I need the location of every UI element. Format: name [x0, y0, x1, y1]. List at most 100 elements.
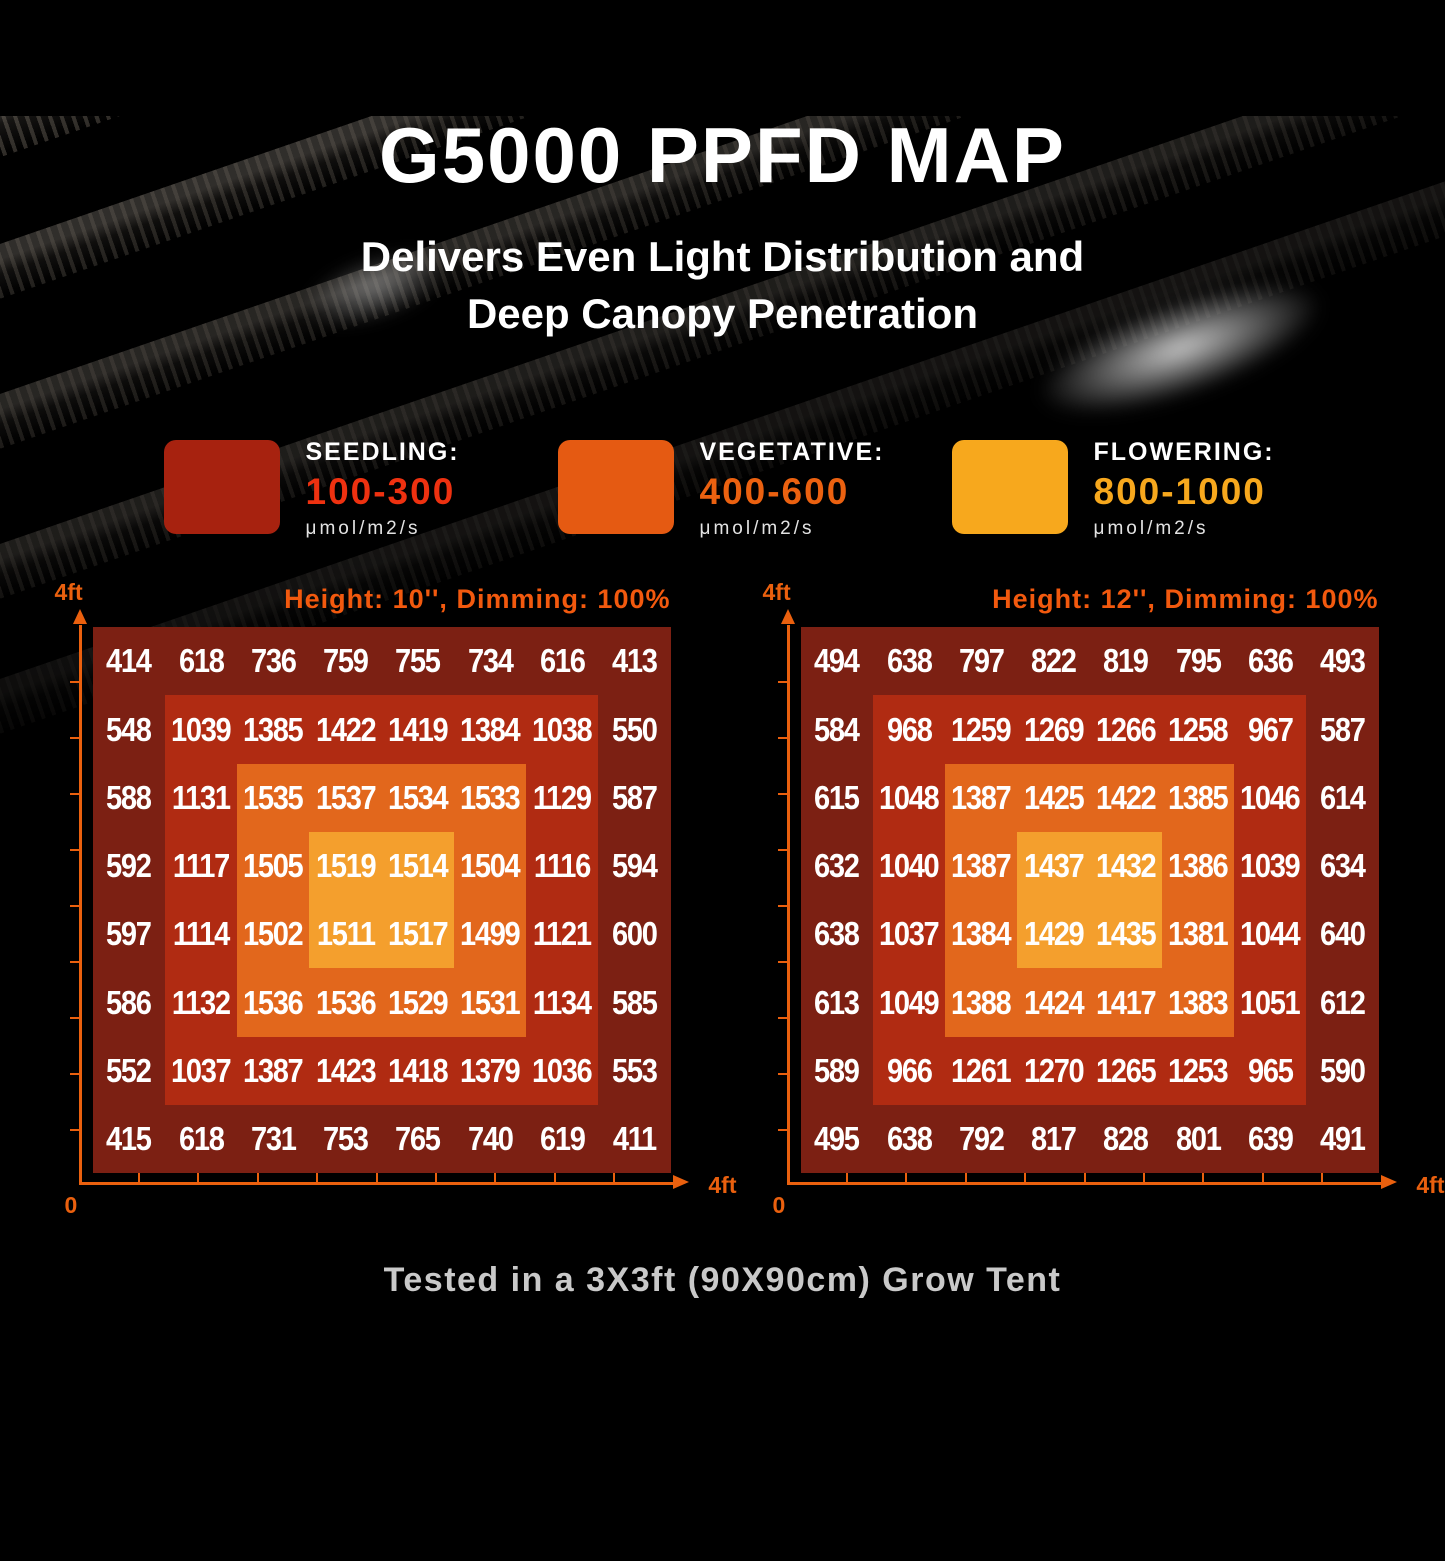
ppfd-cell: 731 [250, 1120, 297, 1158]
ppfd-cell: 1536 [243, 983, 304, 1021]
axis-tick [1321, 1173, 1324, 1183]
axis-tick [69, 1073, 79, 1076]
ppfd-cell: 1046 [1240, 778, 1301, 816]
ppfd-cell: 822 [1031, 642, 1077, 680]
ppfd-cell: 1437 [1023, 847, 1085, 885]
ppfd-cell: 1529 [387, 983, 449, 1021]
axis-tick [845, 1173, 848, 1183]
ppfd-cell: 587 [612, 778, 658, 816]
ppfd-cell: 1037 [171, 1051, 232, 1089]
ppfd-cell: 585 [612, 983, 658, 1021]
ppfd-cell: 414 [106, 642, 152, 680]
subtitle-line-1: Delivers Even Light Distribution and [360, 233, 1085, 280]
legend-text-block: VEGETATIVE: 400-600 μmol/m2/s [699, 440, 885, 540]
ppfd-cell: 1384 [460, 710, 521, 748]
ppfd-cell: 619 [539, 1120, 586, 1158]
ppfd-chart: Height: 10'', Dimming: 100% 414 618 736 759… [55, 581, 737, 1217]
ppfd-cell: 1385 [243, 710, 304, 748]
axis-tick [613, 1173, 616, 1183]
ppfd-cell: 1037 [879, 915, 940, 953]
x-axis-end-label: 4ft [708, 1172, 737, 1199]
ppfd-cell: 1385 [1168, 778, 1229, 816]
axis-tick [69, 1017, 79, 1020]
ppfd-cell: 587 [1320, 710, 1366, 748]
y-axis [777, 609, 795, 1186]
ppfd-cell: 1266 [1095, 710, 1157, 748]
ppfd-cell: 1425 [1023, 778, 1085, 816]
ppfd-cell: 1504 [460, 847, 521, 885]
ppfd-cell: 1387 [951, 778, 1012, 816]
ppfd-cell: 494 [814, 642, 860, 680]
x-axis-arrow-icon [672, 1175, 689, 1190]
ppfd-cell: 634 [1320, 847, 1366, 885]
legend-item-seedling: SEEDLING: 100-300 μmol/m2/s [163, 440, 494, 539]
x-axis-end-label: 4ft [1416, 1172, 1445, 1199]
axis-tick [905, 1173, 908, 1183]
legend-range: 800-1000 [1093, 471, 1266, 513]
ppfd-cell: 817 [1031, 1120, 1077, 1158]
axis-tick [69, 1129, 79, 1132]
x-axis-start-label: 0 [64, 1192, 78, 1219]
ppfd-charts-row: Height: 10'', Dimming: 100% 414 618 736 759… [0, 581, 1445, 1217]
ppfd-cell: 759 [323, 642, 369, 680]
ppfd-cell: 1381 [1168, 915, 1229, 953]
ppfd-cell: 588 [106, 778, 152, 816]
legend-swatch [163, 440, 280, 535]
ppfd-cell: 1435 [1095, 915, 1157, 953]
subtitle-line-2: Deep Canopy Penetration [466, 290, 979, 338]
ppfd-cell: 1502 [243, 915, 304, 953]
axis-tick [494, 1173, 497, 1183]
ppfd-cell: 753 [323, 1120, 369, 1158]
axis-tick [777, 1129, 787, 1132]
zone-center [1017, 831, 1162, 969]
ppfd-cell: 1134 [533, 983, 592, 1021]
ppfd-cell: 1258 [1168, 710, 1229, 748]
ppfd-cell: 550 [612, 710, 658, 748]
ppfd-cell: 618 [178, 1120, 225, 1158]
ppfd-cell: 415 [106, 1120, 152, 1158]
axis-tick [197, 1173, 200, 1183]
ppfd-cell: 1537 [315, 778, 377, 816]
ppfd-cell: 1131 [172, 778, 231, 816]
ppfd-cell: 1424 [1023, 983, 1085, 1021]
ppfd-cell: 495 [814, 1120, 860, 1158]
axis-tick [777, 905, 787, 908]
y-axis [69, 609, 87, 1186]
axis-tick [964, 1173, 967, 1183]
ppfd-cell: 1499 [460, 915, 521, 953]
axis-tick [1142, 1173, 1145, 1183]
ppfd-cell: 1517 [387, 915, 449, 953]
legend-unit: μmol/m2/s [699, 518, 815, 540]
ppfd-cell: 740 [467, 1120, 514, 1158]
ppfd-cell: 614 [1320, 778, 1366, 816]
ppfd-cell: 1116 [534, 847, 591, 885]
ppfd-cell: 618 [178, 642, 225, 680]
legend-text-block: SEEDLING: 100-300 μmol/m2/s [306, 440, 460, 539]
zone-center [309, 831, 454, 969]
ppfd-cell: 638 [814, 915, 860, 953]
axis-tick [777, 1017, 787, 1020]
ppfd-cell: 736 [250, 642, 297, 680]
ppfd-grid: 494 638 797 822 819 795 636 493 584 968 1259 1269 12… [801, 627, 1379, 1173]
y-axis-arrow-icon [780, 609, 795, 625]
legend-item-vegetative: VEGETATIVE: 400-600 μmol/m2/s [557, 440, 888, 540]
ppfd-cell: 1259 [951, 710, 1012, 748]
axis-tick [316, 1173, 319, 1183]
ppfd-cell: 640 [1320, 915, 1366, 953]
ppfd-cell: 1417 [1095, 983, 1157, 1021]
ppfd-cell: 600 [612, 915, 658, 953]
ppfd-cell: 1039 [1240, 847, 1301, 885]
ppfd-cell: 615 [814, 778, 860, 816]
y-axis-end-label: 4ft [54, 579, 83, 606]
ppfd-cell: 1270 [1023, 1051, 1085, 1089]
ppfd-cell: 1536 [315, 983, 377, 1021]
ppfd-cell: 967 [1247, 710, 1294, 748]
ppfd-cell: 1514 [387, 847, 449, 885]
ppfd-cell: 965 [1247, 1051, 1294, 1089]
ppfd-cell: 1044 [1240, 915, 1301, 953]
ppfd-cell: 1505 [243, 847, 304, 885]
axis-tick [1024, 1173, 1027, 1183]
ppfd-cell: 1388 [951, 983, 1012, 1021]
axis-tick [777, 961, 787, 964]
ppfd-cell: 548 [106, 710, 152, 748]
